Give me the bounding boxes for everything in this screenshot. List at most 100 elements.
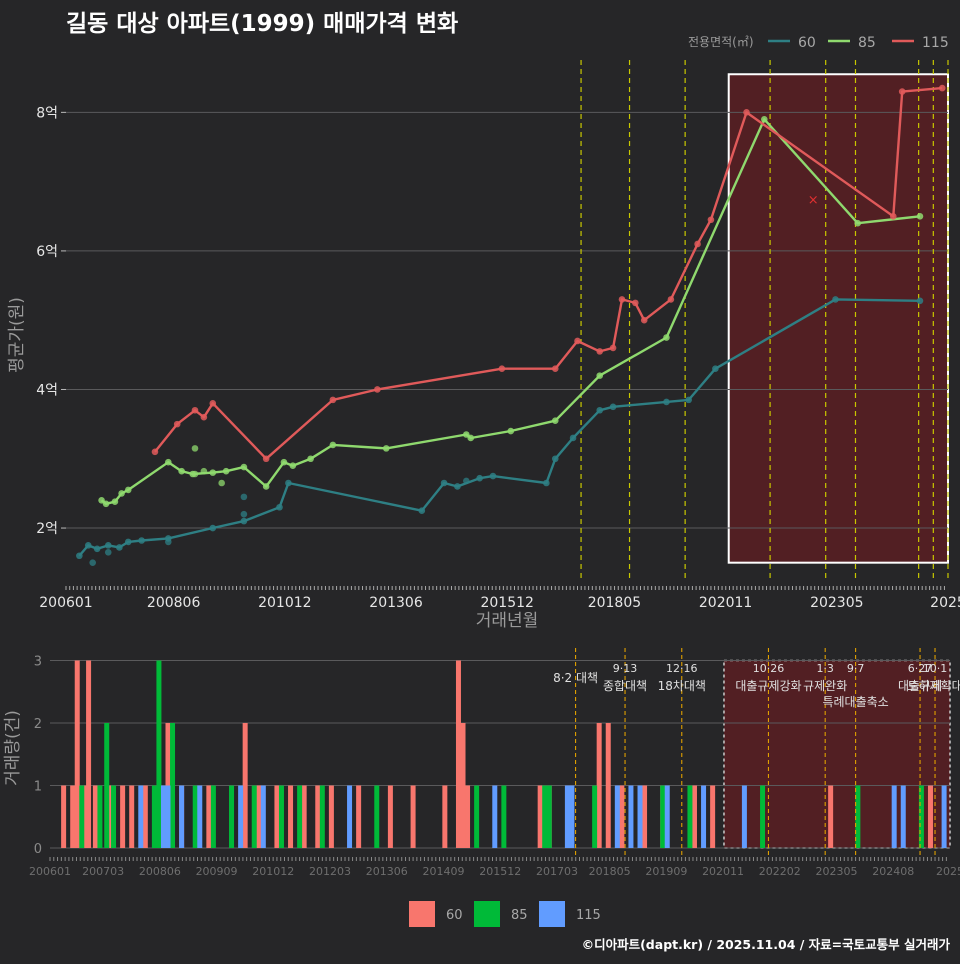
bar-115	[260, 785, 266, 848]
data-point-60	[104, 542, 112, 549]
legend-label-bottom-60: 60	[446, 908, 463, 923]
data-point-115	[667, 296, 675, 303]
scatter-point-60	[104, 548, 112, 556]
data-point-60	[209, 524, 217, 532]
data-point-85	[382, 445, 390, 452]
x-tick-label-bottom: 202202	[759, 865, 801, 878]
x-tick-label-bottom: 202305	[816, 865, 858, 878]
event-label: 대출규제	[898, 679, 942, 693]
data-point-60	[116, 544, 123, 551]
data-point-85	[124, 486, 132, 494]
data-point-115	[743, 109, 750, 116]
x-tick-label: 200601	[39, 595, 92, 611]
event-date-label: 10·1	[923, 662, 948, 675]
data-point-85	[463, 431, 470, 438]
bar-60	[92, 785, 98, 848]
bar-60	[537, 785, 543, 848]
legend-label-bottom-115: 115	[576, 908, 601, 923]
bar-60	[642, 785, 648, 848]
bar-85	[374, 785, 380, 848]
bar-115	[179, 785, 185, 848]
x-tick-label-bottom: 201306	[366, 865, 408, 878]
data-point-115	[889, 212, 897, 220]
bar-60	[465, 785, 471, 848]
bar-85	[111, 785, 117, 848]
data-point-85	[761, 115, 768, 123]
data-point-85	[102, 500, 110, 508]
data-point-85	[916, 212, 924, 220]
x-tick-label: 2025	[930, 595, 960, 611]
bar-60	[605, 723, 611, 848]
data-point-115	[262, 455, 270, 463]
bar-115	[564, 785, 570, 848]
data-point-115	[596, 348, 604, 355]
data-point-115	[618, 296, 626, 303]
data-point-115	[498, 365, 506, 372]
bar-115	[197, 785, 203, 848]
bar-85	[501, 785, 507, 848]
event-date-label: 9·13	[613, 662, 638, 675]
data-point-85	[240, 463, 248, 471]
x-tick-label-bottom: 200703	[82, 865, 124, 878]
data-point-115	[191, 406, 199, 414]
x-tick-label: 201805	[588, 595, 641, 611]
bar-85	[319, 785, 325, 848]
data-point-85	[280, 458, 288, 466]
bar-60	[619, 785, 625, 848]
y-tick-label-bottom: 1	[34, 780, 42, 795]
y-tick-label-bottom: 0	[34, 842, 42, 857]
event-date-label: 6·27	[908, 662, 933, 675]
bar-60	[410, 785, 416, 848]
y-axis-title: 평균가(원)	[7, 297, 27, 373]
bar-60	[70, 785, 76, 848]
bar-115	[701, 785, 707, 848]
data-point-85	[178, 467, 185, 475]
bar-115	[891, 785, 897, 848]
bar-115	[741, 785, 747, 848]
data-point-115	[329, 396, 337, 404]
scatter-point-60	[240, 493, 248, 501]
event-label: 8·2 대책	[553, 670, 598, 685]
event-label: 토허제확대	[907, 679, 960, 693]
event-date-label: 10·26	[753, 662, 785, 675]
data-point-60	[276, 503, 283, 511]
data-point-60	[712, 365, 719, 372]
bar-115	[492, 785, 498, 848]
legend-swatch-bottom-115	[539, 901, 565, 927]
bar-60	[256, 785, 262, 848]
bar-60	[387, 785, 393, 848]
data-point-60	[240, 517, 248, 525]
x-tick-label: 202011	[699, 595, 752, 611]
bar-85	[687, 785, 693, 848]
bar-60	[710, 785, 716, 848]
bar-85	[192, 785, 198, 848]
data-point-115	[551, 365, 559, 372]
x-tick-label: 201012	[258, 595, 311, 611]
bar-60	[120, 785, 126, 848]
x-tick-label: 201512	[480, 595, 533, 611]
bar-85	[297, 785, 303, 848]
data-point-85	[262, 483, 270, 490]
data-point-60	[609, 403, 617, 411]
bar-115	[664, 785, 670, 848]
bar-85	[151, 785, 157, 848]
data-point-60	[124, 538, 132, 546]
x-tick-label-bottom: 201703	[536, 865, 578, 878]
bar-85	[210, 785, 216, 848]
bar-85	[278, 785, 284, 848]
bar-60	[74, 660, 80, 848]
bar-115	[628, 785, 634, 848]
legend-bottom: 60 85 115	[409, 901, 601, 927]
bar-60	[129, 785, 135, 848]
event-label: 종합대책	[603, 678, 647, 693]
y-tick-label: 4억	[36, 382, 58, 398]
bar-60	[142, 785, 148, 848]
y-tick-label: 6억	[36, 244, 58, 260]
data-point-60	[285, 479, 292, 487]
data-point-115	[694, 240, 701, 248]
x-tick-label-bottom: 201909	[645, 865, 687, 878]
x-tick-label-bottom: 200806	[139, 865, 181, 878]
bar-115	[569, 785, 575, 848]
data-point-115	[209, 400, 217, 407]
